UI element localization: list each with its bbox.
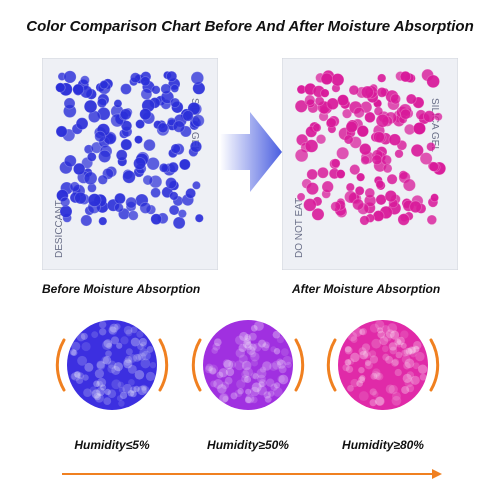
caption-before: Before Moisture Absorption xyxy=(42,282,201,296)
beads-after xyxy=(294,68,447,226)
progress-arrow-icon xyxy=(62,469,442,479)
page-title: Color Comparison Chart Before And After … xyxy=(26,18,474,35)
caption-after: After Moisture Absorption xyxy=(292,282,441,296)
packet-before-image: SILICA GEL DESICCANT xyxy=(42,58,218,270)
humidity-label-1: Humidity≤5% xyxy=(74,438,150,452)
packet-after-svg: SILICA GEL DO NOT EAT xyxy=(282,58,458,270)
humidity-label-2: Humidity≥50% xyxy=(207,438,289,452)
humidity-sample-2 xyxy=(188,310,308,420)
packet-after-image: SILICA GEL DO NOT EAT xyxy=(282,58,458,270)
right-arrow-icon xyxy=(220,112,282,192)
humidity-sample-1 xyxy=(52,310,172,420)
humidity-sample-3 xyxy=(323,310,443,420)
beads-before xyxy=(55,70,206,230)
humidity-label-3: Humidity≥80% xyxy=(342,438,424,452)
packet-print-2: DESICCANT xyxy=(54,200,65,258)
packet-before-svg: SILICA GEL DESICCANT xyxy=(42,58,218,270)
packet-print-4: DO NOT EAT xyxy=(294,198,305,258)
packet-print-3: SILICA GEL xyxy=(429,98,440,152)
